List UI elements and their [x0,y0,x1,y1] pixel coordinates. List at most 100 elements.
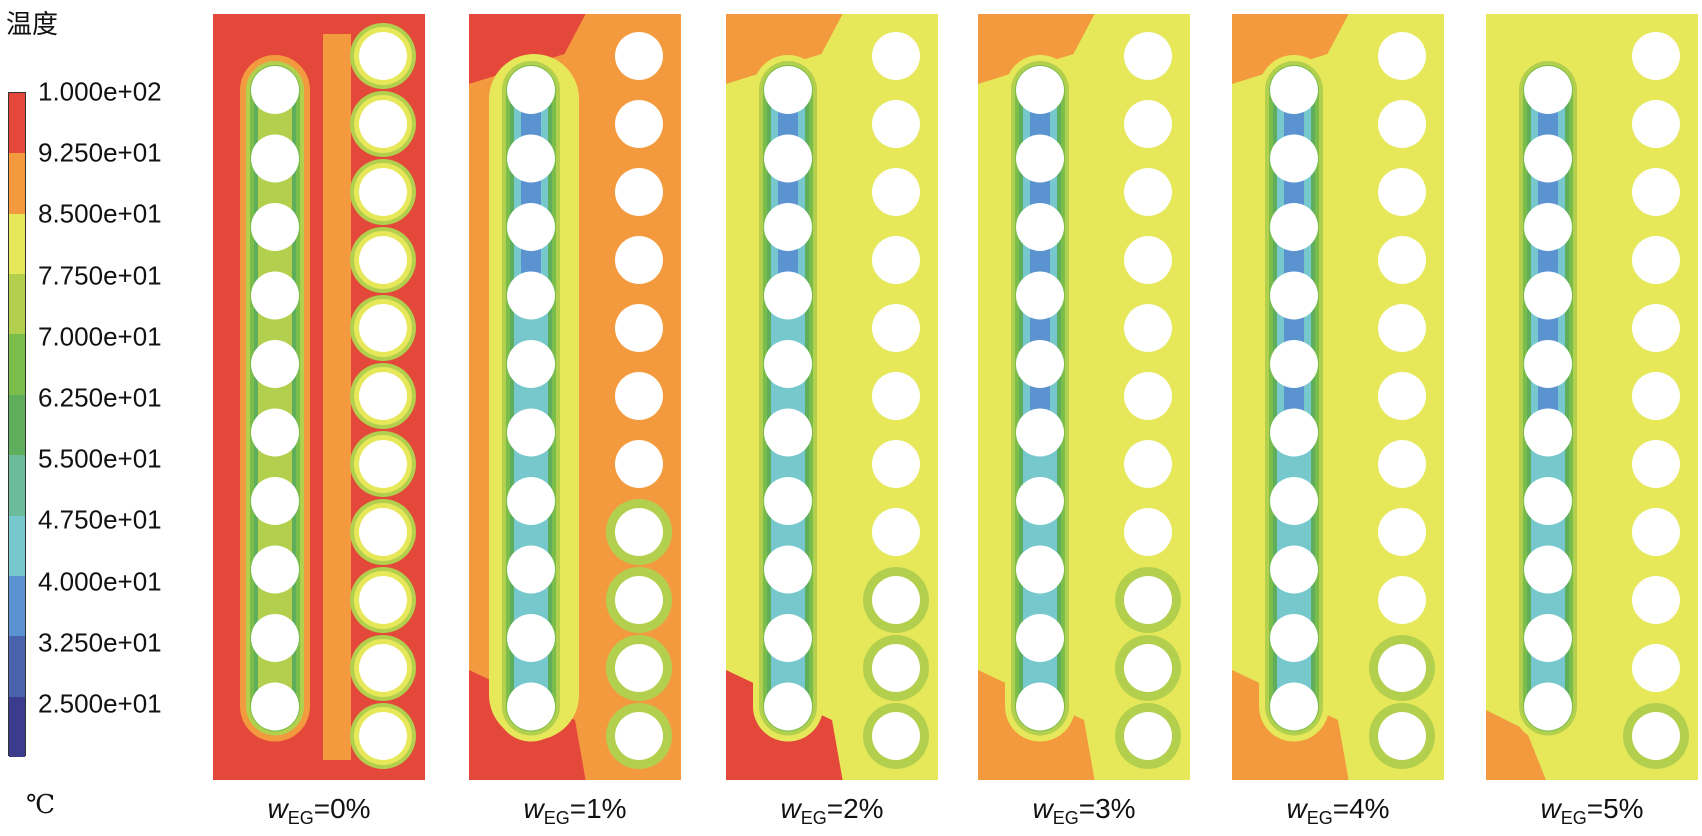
pipe-hole [507,340,555,388]
colorbar-tick-label: 3.250e+01 [38,627,162,658]
pipe-hole [1378,440,1426,488]
pipe-hole [1016,408,1064,457]
panel-value: =4% [1332,793,1390,824]
pipe-hole [872,372,920,420]
colorbar-tick-label: 4.750e+01 [38,504,162,535]
pipe-hole [615,712,663,760]
temperature-contour-plot [1486,14,1698,780]
colorbar-tick-label: 1.000e+02 [38,76,162,107]
panel-subscript: EG [287,808,314,828]
colorbar-tick-label: 2.500e+01 [38,688,162,719]
pipe-hole [359,508,407,556]
panel-value: =1% [569,793,627,824]
colorbar-tick-label: 9.250e+01 [38,137,162,168]
pipe-hole [1016,203,1064,251]
pipe-hole [1016,134,1064,183]
temperature-contour-plot [978,14,1190,780]
pipe-hole [359,372,407,420]
panel-variable: w [523,793,544,824]
panel-variable: w [780,793,801,824]
colorbar-segment [9,153,25,215]
pipe-hole [251,340,299,388]
pipe-hole [1124,644,1172,692]
hot-region [726,14,843,84]
pipe-hole [1378,576,1426,624]
pipe-hole [1632,100,1680,148]
pipe-hole [1270,340,1318,388]
pipe-hole [1524,203,1572,251]
pipe-hole [872,236,920,284]
panel-label: wEG=5% [1540,793,1643,829]
hot-region [1232,14,1349,84]
pipe-hole [1270,614,1318,662]
pipe-hole [251,271,299,320]
contour-panel [1232,14,1444,780]
pipe-hole [615,100,663,148]
pipe-hole [764,340,812,388]
pipe-hole [1124,712,1172,760]
pipe-hole [872,508,920,556]
hot-region [978,14,1095,84]
pipe-hole [764,682,812,731]
pipe-hole [615,236,663,284]
panel-subscript: EG [1306,808,1333,828]
pipe-hole [1632,236,1680,284]
pipe-hole [251,203,299,251]
pipe-hole [251,545,299,594]
contour-panel [1486,14,1698,780]
pipe-hole [764,614,812,662]
pipe-hole [251,408,299,457]
pipe-hole [872,32,920,80]
pipe-hole [872,100,920,148]
pipe-hole [1524,340,1572,388]
pipe-hole [1124,32,1172,80]
pipe-hole [251,682,299,731]
panel-subscript: EG [800,808,827,828]
pipe-hole [872,168,920,216]
contour-panel [469,14,681,780]
pipe-hole [615,644,663,692]
pipe-hole [1378,304,1426,352]
panel-variable: w [1540,793,1561,824]
temperature-contour-plot [469,14,681,780]
panel-variable: w [1286,793,1307,824]
pipe-hole [507,545,555,594]
legend-unit: ℃ [26,790,56,820]
pipe-hole [1016,271,1064,320]
pipe-hole [1270,408,1318,457]
pipe-hole [764,134,812,183]
pipe-hole [615,576,663,624]
contour-panel [726,14,938,780]
panel-value: =3% [1078,793,1136,824]
temperature-contour-plot [726,14,938,780]
colorbar-segment [9,213,25,275]
pipe-hole [1524,545,1572,594]
pipe-hole [1632,644,1680,692]
pipe-hole [1124,576,1172,624]
colorbar-segment [9,575,25,637]
colorbar-tick-label: 8.500e+01 [38,198,162,229]
colorbar-tick-label: 7.750e+01 [38,260,162,291]
pipe-hole [615,440,663,488]
colorbar-tick-label: 5.500e+01 [38,443,162,474]
pipe-hole [1270,682,1318,731]
pipe-hole [507,271,555,320]
pipe-hole [872,576,920,624]
pipe-hole [1378,508,1426,556]
colorbar-segment [9,455,25,517]
pipe-hole [359,236,407,284]
pipe-hole [1016,682,1064,731]
hot-region [469,14,586,84]
pipe-hole [359,712,407,760]
pipe-hole [1524,271,1572,320]
pipe-hole [251,134,299,183]
pipe-hole [1016,614,1064,662]
pipe-hole [1270,271,1318,320]
pipe-hole [359,576,407,624]
pipe-hole [1270,66,1318,114]
pipe-hole [507,682,555,731]
pipe-hole [764,408,812,457]
panel-value: =0% [313,793,371,824]
panel-variable: w [267,793,288,824]
pipe-hole [507,408,555,457]
